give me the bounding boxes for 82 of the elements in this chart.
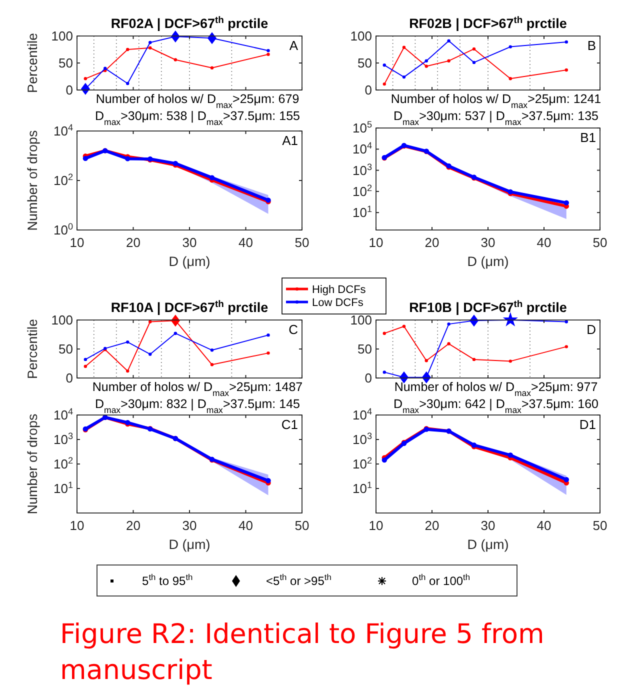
y-axis-title: Number of drops xyxy=(25,413,40,514)
x-tick-label: 20 xyxy=(424,518,440,533)
y-tick-label: 50 xyxy=(58,342,73,356)
x-tick-label: 10 xyxy=(70,518,84,533)
y-tick-label: 10$^{5}$ xyxy=(352,120,372,136)
y-tick-label: 10$^{3}$ xyxy=(352,162,372,178)
y-tick-label: 10$^{3}$ xyxy=(53,431,73,447)
y-tick-label: 10$^{2}$ xyxy=(352,182,372,199)
y-tick-label: 0 xyxy=(66,370,73,386)
x-tick-label: 20 xyxy=(126,235,140,250)
y-tick-label: 100 xyxy=(51,28,73,44)
x-axis-title: D (μm) xyxy=(168,537,210,552)
y-tick-label: 10$^{4}$ xyxy=(53,122,73,138)
annotation: D1 xyxy=(579,417,596,432)
x-axis-title: D (μm) xyxy=(467,254,509,269)
text: D$_{max}$>30μm: 537 | D$_{max}$>37.5μm: 135 xyxy=(394,109,599,127)
x-tick-label: 30 xyxy=(182,235,197,250)
annotation: A xyxy=(289,38,298,53)
text: 5$^{th}$ to 95$^{th}$ xyxy=(142,572,194,588)
y-tick-label: 10$^{3}$ xyxy=(352,431,372,447)
y-tick-label: 10$^{4}$ xyxy=(352,140,372,157)
y-tick-label: 10$^{2}$ xyxy=(352,456,372,472)
chart-title: RF10B | DCF>67$^{th}$ prctile xyxy=(409,298,568,315)
annotation: C1 xyxy=(281,417,298,432)
annotation: D$_{max}$>30μm: 642 | D$_{max}$>37.5μm: 160 xyxy=(394,397,599,415)
y-tick-label: 10$^{1}$ xyxy=(352,480,372,496)
text: Number of holos w/ D$_{max}$>25μm: 1241 xyxy=(390,92,602,110)
chart-title: RF02A | DCF>67$^{th}$ prctile xyxy=(110,14,269,31)
y-tick-label: 10$^{0}$ xyxy=(53,222,73,238)
x-tick-label: 30 xyxy=(480,518,496,533)
y-tick-label: 100 xyxy=(350,28,372,44)
y-tick-label: 10$^{4}$ xyxy=(352,406,372,422)
text: D$_{max}$>30μm: 538 | D$_{max}$>37.5μm: 155 xyxy=(95,109,300,127)
text: Number of holos w/ D$_{max}$>25μm: 977 xyxy=(394,380,598,398)
text: <5$^{th}$ or >95$^{th}$ xyxy=(266,572,332,588)
y-axis-title: Number of drops xyxy=(25,130,40,231)
y-tick-label: 0 xyxy=(66,82,73,98)
x-tick-label: 30 xyxy=(182,518,197,533)
y-tick-label: 100 xyxy=(51,312,73,328)
legend-label: High DCFs xyxy=(312,284,366,296)
x-tick-label: 50 xyxy=(592,235,608,250)
y-tick-label: 10$^{1}$ xyxy=(352,204,372,220)
x-tick-label: 10 xyxy=(368,518,384,533)
text: Number of holos w/ D$_{max}$>25μm: 679 xyxy=(96,92,300,110)
y-tick-label: 10$^{1}$ xyxy=(53,480,73,496)
annotation: A1 xyxy=(282,133,298,148)
legend-label: Low DCFs xyxy=(312,297,364,309)
y-tick-label: 0 xyxy=(364,370,372,386)
chart-title: RF10A | DCF>67$^{th}$ prctile xyxy=(110,298,269,315)
y-tick-label: 100 xyxy=(350,312,372,328)
y-tick-label: 10$^{2}$ xyxy=(53,456,73,472)
y-tick-label: 10$^{2}$ xyxy=(53,172,73,188)
annotation: B1 xyxy=(580,130,596,145)
y-tick-label: 0 xyxy=(364,82,372,98)
x-tick-label: 20 xyxy=(424,235,440,250)
x-tick-label: 10 xyxy=(368,235,384,250)
x-tick-label: 40 xyxy=(238,518,253,533)
x-tick-label: 10 xyxy=(70,235,84,250)
x-axis-title: D (μm) xyxy=(168,254,210,269)
x-tick-label: 50 xyxy=(294,235,310,250)
text: 0$^{th}$ or 100$^{th}$ xyxy=(412,572,470,588)
annotation: C xyxy=(288,322,298,337)
annotation: D xyxy=(586,322,596,337)
x-tick-label: 20 xyxy=(126,518,140,533)
annotation: D$_{max}$>30μm: 832 | D$_{max}$>37.5μm: 145 xyxy=(95,397,300,415)
x-axis-title: D (μm) xyxy=(467,537,509,552)
y-tick-label: 10$^{4}$ xyxy=(53,406,73,422)
text: Number of holos w/ D$_{max}$>25μm: 1487 xyxy=(92,380,303,398)
y-axis-title: Percentile xyxy=(25,318,40,380)
x-tick-label: 40 xyxy=(536,518,552,533)
x-tick-label: 50 xyxy=(592,518,608,533)
x-tick-label: 50 xyxy=(294,518,310,533)
annotation: B xyxy=(587,38,596,53)
x-tick-label: 40 xyxy=(238,235,253,250)
x-tick-label: 30 xyxy=(480,235,496,250)
caption: Figure R2: Identical to Figure 5 from manuscript xyxy=(60,619,544,686)
x-tick-label: 40 xyxy=(536,235,552,250)
y-tick-label: 50 xyxy=(58,56,73,70)
y-axis-title: Percentile xyxy=(25,32,40,94)
y-tick-label: 50 xyxy=(358,342,372,356)
chart-title: RF02B | DCF>67$^{th}$ prctile xyxy=(409,14,568,31)
y-tick-label: 50 xyxy=(358,56,372,70)
